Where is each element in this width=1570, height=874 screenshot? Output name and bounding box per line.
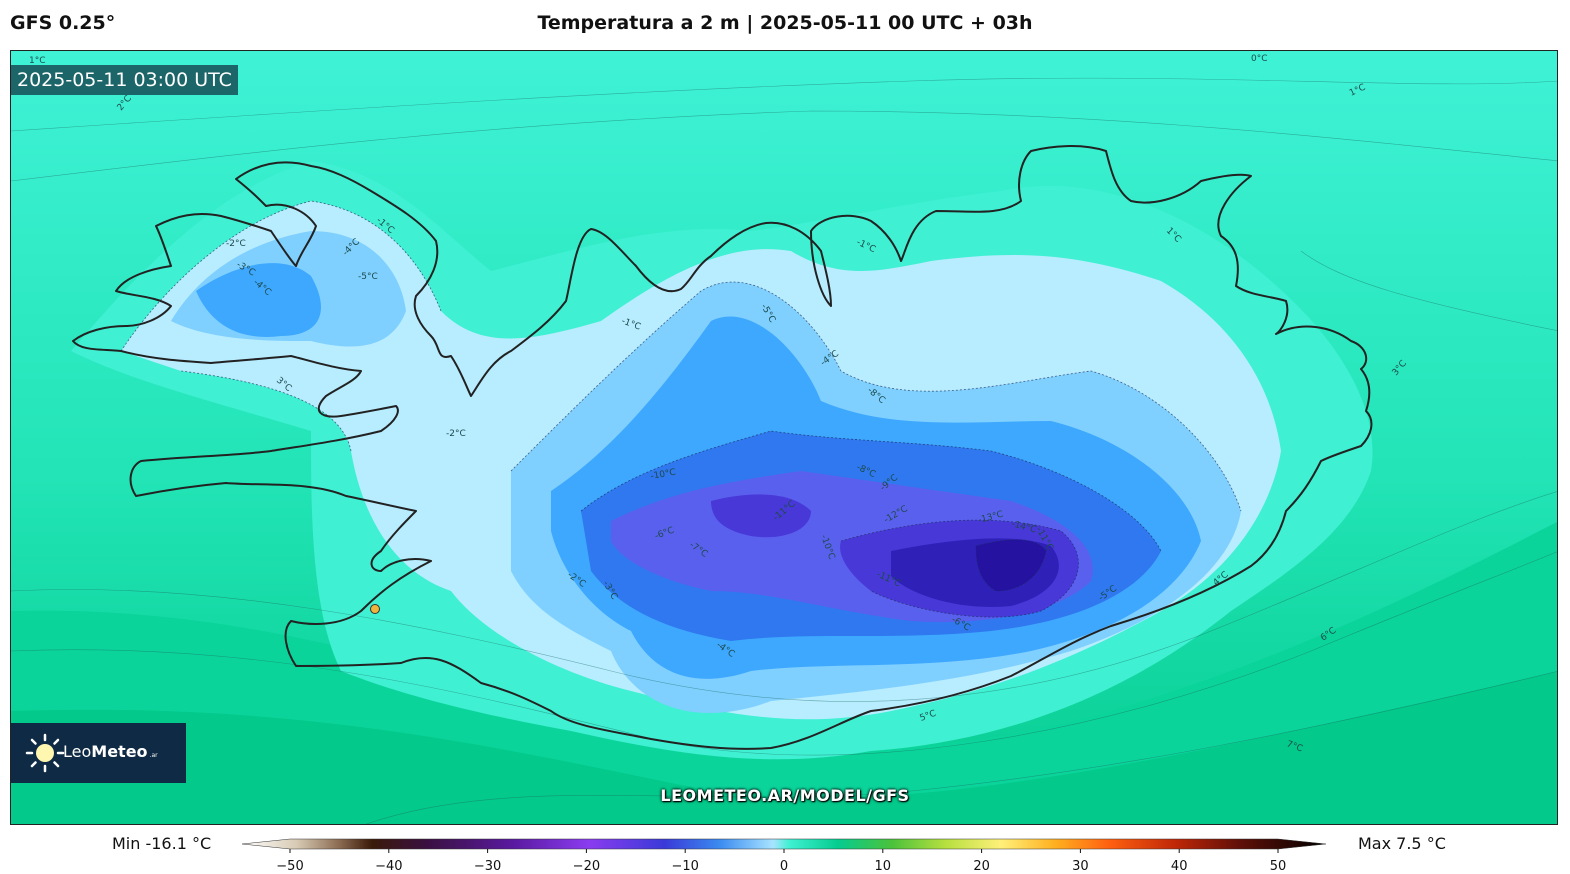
- colorbar-tick-label: −30: [474, 859, 501, 874]
- valid-time-label: 2025-05-11 03:00 UTC: [11, 65, 238, 95]
- map-title: Temperatura a 2 m | 2025-05-11 00 UTC + …: [537, 12, 1033, 34]
- sea-band-warmer: [11, 671, 1557, 824]
- colorbar-tick-label: 10: [875, 859, 892, 874]
- brand-logo[interactable]: LeoMeteo .ar: [11, 723, 186, 783]
- model-name: GFS 0.25°: [10, 12, 116, 34]
- colorbar-ticks: −50 −40 −30 −20 −10 0 10 20 30 40 50: [276, 849, 1286, 874]
- sea-isotherms: [11, 77, 1557, 824]
- colorbar-tick-label: 30: [1072, 859, 1089, 874]
- watermark-url: LEOMETEO.AR/MODEL/GFS: [660, 786, 910, 805]
- colorbar-tick-label: −40: [375, 859, 402, 874]
- colorbar: −50 −40 −30 −20 −10 0 10 20 30 40 50: [241, 838, 1327, 874]
- sun-icon: [25, 733, 65, 773]
- min-temperature: Min -16.1 °C: [112, 834, 212, 853]
- field-minus14: [976, 539, 1046, 591]
- contour-label: 0°C: [1251, 54, 1268, 64]
- colorbar-tick-label: −10: [671, 859, 698, 874]
- coastline: [72, 145, 1373, 750]
- temperature-map[interactable]: 0°C 1°C 1°C 2°C 1°C -1°C -1°C -1°C -2°C …: [10, 50, 1558, 825]
- contour-label: -2°C: [226, 239, 246, 249]
- brand-name-part1: Leo: [63, 742, 92, 761]
- colorbar-fill: [241, 838, 1327, 850]
- colorbar-tick-label: 40: [1171, 859, 1188, 874]
- colorbar-tick-label: 50: [1270, 859, 1287, 874]
- site-marker: [370, 604, 380, 614]
- brand-name: LeoMeteo .ar: [63, 742, 158, 761]
- field-minus11-b: [711, 494, 811, 538]
- contour-label: -2°C: [446, 429, 466, 439]
- colorbar-tick-label: 20: [973, 859, 990, 874]
- brand-suffix: .ar: [149, 752, 158, 759]
- contour-label: -10°C: [650, 468, 677, 482]
- contour-label: 1°C: [29, 56, 46, 66]
- land-isotherms: [120, 200, 1242, 618]
- map-canvas: 0°C 1°C 1°C 2°C 1°C -1°C -1°C -1°C -2°C …: [11, 51, 1557, 824]
- colorbar-tick-label: −50: [276, 859, 303, 874]
- field-minus5-nw: [196, 263, 321, 337]
- colorbar-tick-label: 0: [780, 859, 788, 874]
- colorbar-tick-label: −20: [573, 859, 600, 874]
- contour-label: -5°C: [358, 272, 378, 282]
- brand-name-part2: Meteo: [91, 742, 148, 761]
- max-temperature: Max 7.5 °C: [1358, 834, 1446, 853]
